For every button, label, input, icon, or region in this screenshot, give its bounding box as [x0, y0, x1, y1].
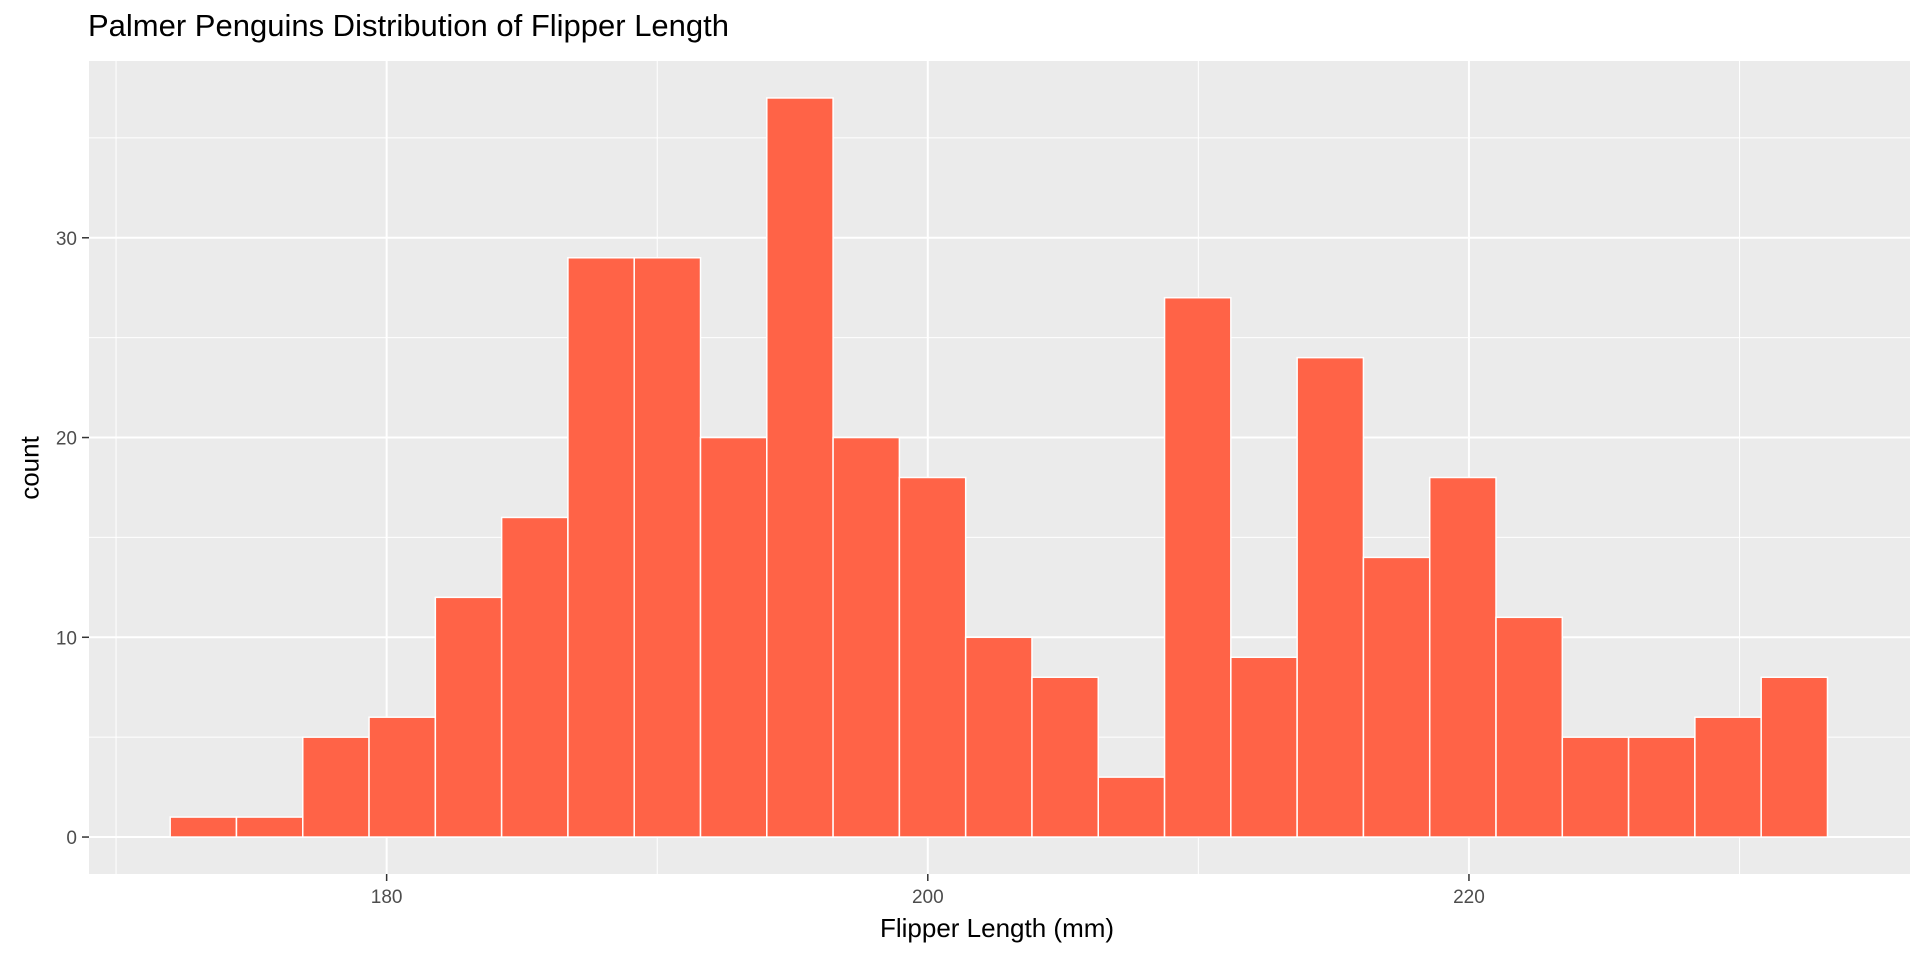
histogram-bar-14: [1031, 676, 1100, 838]
histogram-bar-25: [1760, 676, 1829, 838]
histogram-bar-5: [434, 596, 503, 838]
histogram-bar-9: [699, 436, 768, 838]
chart-title: Palmer Penguins Distribution of Flipper …: [88, 8, 730, 43]
histogram-bar-13: [964, 636, 1033, 838]
histogram-bar-22: [1561, 736, 1630, 838]
histogram-bar-10: [766, 97, 834, 838]
y-tick-label: 30: [56, 229, 77, 250]
histogram-bar-11: [832, 436, 901, 838]
histogram-bar-2: [235, 816, 304, 838]
x-tick-label: 220: [1453, 887, 1485, 908]
histogram-bar-17: [1230, 656, 1298, 838]
histogram-bar-6: [500, 516, 569, 838]
histogram-bar-15: [1097, 776, 1166, 838]
histogram-bar-23: [1627, 736, 1696, 838]
histogram-bar-7: [567, 257, 635, 838]
histogram-bar-3: [302, 736, 370, 838]
x-tick-label: 200: [912, 887, 944, 908]
tick-labels: 180 200 220 0 10 20 30: [56, 229, 1485, 908]
histogram-bar-18: [1296, 356, 1365, 838]
histogram-bar-4: [368, 716, 437, 838]
axis-ticks: [82, 237, 1470, 881]
histogram-bar-12: [898, 476, 967, 838]
histogram-bar-19: [1362, 556, 1431, 838]
histogram-bar-8: [633, 257, 702, 838]
histogram-bars: [169, 97, 1829, 838]
histogram-bar-20: [1428, 476, 1497, 838]
histogram-bar-24: [1694, 716, 1762, 838]
histogram-bar-21: [1495, 616, 1564, 838]
x-axis-label: Flipper Length (mm): [879, 913, 1115, 943]
histogram-bar-16: [1163, 296, 1232, 838]
y-tick-label: 10: [56, 628, 77, 649]
histogram-bar-1: [169, 816, 238, 838]
x-tick-label: 180: [371, 887, 403, 908]
y-tick-label: 0: [66, 828, 77, 849]
y-tick-label: 20: [56, 429, 77, 450]
